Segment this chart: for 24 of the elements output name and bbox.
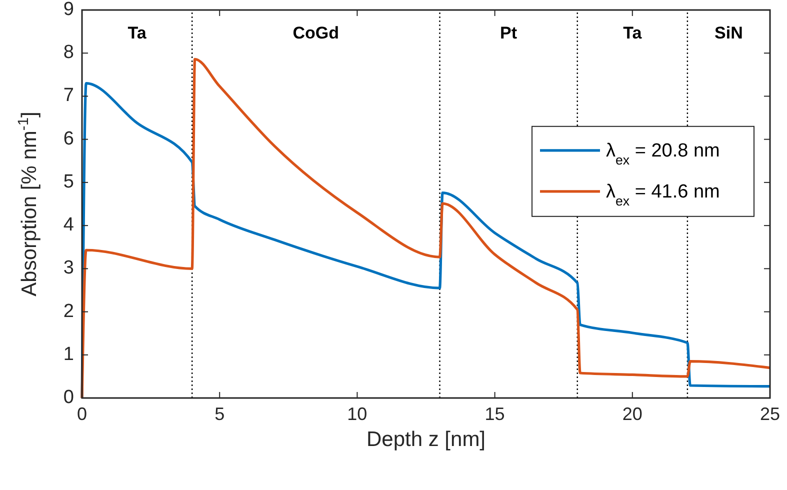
x-tick-label: 25 [760, 404, 780, 424]
annotation: CoGd [292, 23, 340, 42]
annotation: SiN [714, 23, 743, 42]
y-tick-label: 6 [63, 128, 74, 150]
x-tick-label: 5 [214, 404, 225, 424]
y-tick-label: 2 [63, 300, 74, 322]
y-tick-label: 4 [63, 214, 74, 236]
legend-label: λ$_{ex}$ = 41.6 nm [606, 181, 720, 208]
y-tick-label: 9 [63, 0, 74, 20]
y-tick-label: 5 [63, 171, 74, 192]
x-tick-label: 20 [622, 404, 642, 424]
annotation: Ta [128, 23, 147, 42]
annotation: Ta [623, 23, 642, 42]
legend-label: λ$_{ex}$ = 20.8 nm [606, 140, 720, 167]
y-tick-label: 8 [63, 42, 74, 64]
y-tick-label: 3 [63, 258, 74, 279]
annotation: Pt [500, 23, 518, 42]
x-tick-label: 0 [76, 404, 88, 424]
x-tick-label: 10 [347, 404, 368, 424]
y-tick-label: 1 [63, 344, 74, 365]
y-tick-label: 0 [63, 387, 74, 408]
x-tick-label: 15 [484, 404, 505, 424]
y-tick-label: 7 [63, 85, 74, 106]
x-axis-title: Depth z [nm] [366, 428, 486, 451]
